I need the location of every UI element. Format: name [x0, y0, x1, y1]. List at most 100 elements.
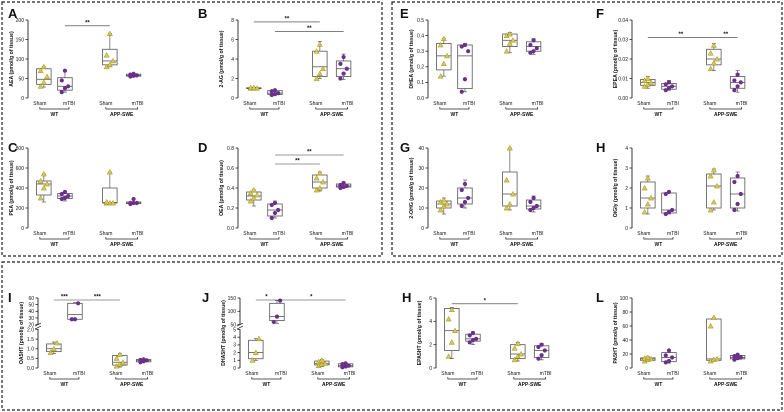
y-tick-label: 100 [228, 309, 237, 315]
data-point [506, 200, 513, 207]
x-label-sham: Sham [43, 371, 56, 377]
box [706, 173, 722, 209]
y-tick-label: 0.2 [227, 206, 234, 212]
data-point [344, 183, 349, 189]
y-tick-label: 0.6 [227, 166, 234, 172]
x-label-mtbi: mTBI [273, 231, 285, 237]
x-label-wt: WT [451, 242, 459, 248]
app-bracket [317, 377, 350, 380]
x-label-sham: Sham [243, 231, 256, 237]
y-tick-label: 0.0 [27, 366, 34, 372]
y-tick-label: 30 [418, 166, 424, 172]
data-point [732, 78, 737, 83]
y-tick-label: 0.2 [417, 65, 424, 71]
significance-label: ** [285, 16, 290, 22]
data-point [528, 199, 533, 205]
x-label-mtbi: mTBI [344, 371, 356, 377]
data-point [106, 168, 113, 175]
x-label-mtbi: mTBI [463, 231, 475, 237]
x-label-sham: Sham [703, 101, 716, 107]
data-point [714, 182, 720, 189]
data-point [254, 191, 260, 198]
x-label-sham: Sham [243, 101, 256, 107]
data-point [440, 35, 447, 41]
data-point [318, 357, 325, 363]
y-tick-label: 40 [418, 146, 424, 152]
data-point [59, 90, 64, 95]
data-point [459, 187, 464, 193]
data-point [338, 61, 343, 66]
data-point [511, 345, 518, 351]
app-bracket [505, 237, 538, 240]
data-point [710, 314, 717, 320]
data-point [340, 362, 345, 367]
y-tick-label: 6 [231, 37, 234, 43]
x-label-wt: WT [655, 242, 663, 248]
y-tick-label: 0.04 [618, 18, 628, 24]
app-bracket [105, 237, 138, 240]
data-point [344, 66, 349, 71]
y-tick-label: 0 [429, 366, 432, 372]
data-point [59, 196, 64, 202]
box-sham [436, 196, 452, 215]
data-point [462, 199, 468, 205]
data-point [666, 348, 672, 353]
wt-bracket [447, 377, 478, 380]
y-tick-label: 2 [625, 186, 628, 192]
data-point [40, 63, 47, 70]
y-tick-label: 40 [622, 338, 628, 344]
panel-h: H OiGly (pmol/g of tissue) 0 1 2 3 4 Sham mTBI Sh… [596, 140, 748, 248]
data-point [474, 336, 479, 341]
x-label-mtbi: mTBI [342, 101, 354, 107]
x-label-mtbi: mTBI [736, 101, 748, 107]
data-point [666, 80, 672, 85]
data-point [320, 178, 326, 185]
x-label-sham: Sham [433, 101, 446, 107]
wt-bracket [439, 237, 470, 240]
significance-label: ** [307, 26, 312, 32]
data-point [663, 82, 668, 87]
y-tick-label: 150 [228, 296, 237, 302]
significance-label: *** [61, 295, 69, 301]
box-sham [510, 340, 526, 363]
box-mtbi [533, 342, 550, 361]
data-point [738, 191, 743, 197]
data-point [276, 91, 281, 96]
box-mtbi [457, 179, 473, 209]
data-point [62, 68, 68, 73]
data-point [106, 61, 113, 68]
data-point [528, 207, 533, 213]
data-point [732, 207, 737, 213]
y-tick-label: 4 [625, 146, 628, 152]
significance-label: *** [94, 295, 102, 301]
y-tick-label: 100 [16, 57, 25, 63]
y-axis-label: OA5HT (pmol/g of tissue) [19, 302, 25, 365]
wt-bracket [39, 107, 70, 110]
data-point [735, 84, 740, 89]
panel-label: F [596, 6, 604, 21]
data-point [437, 206, 444, 213]
x-label-app: APP-SWE [714, 242, 738, 248]
box-sham [314, 357, 330, 368]
panel-group-bottom [1, 261, 783, 411]
x-label-mtbi: mTBI [736, 371, 748, 377]
data-point [462, 42, 468, 48]
panel-label: L [596, 290, 604, 305]
y-tick-label: 0 [625, 366, 628, 372]
x-label-sham: Sham [99, 101, 112, 107]
panel-label: B [198, 6, 207, 21]
wt-bracket [439, 107, 470, 110]
x-label-mtbi: mTBI [471, 371, 483, 377]
box-sham [640, 354, 656, 364]
data-point [269, 215, 274, 221]
data-point [103, 198, 110, 205]
box-mtbi [729, 352, 746, 362]
panel-j: J DHA5HT (pmol/g of tissue) 0 1 23 4 550 100 150… [202, 290, 356, 388]
box-mtbi [67, 301, 83, 322]
data-point [459, 89, 464, 94]
y-tick-label: 20 [622, 352, 628, 358]
panel-f: F EPEA (pmol/g of tissue) 0.00 0.01 0.02 0.03… [596, 6, 748, 118]
data-point [341, 71, 346, 76]
data-point [59, 191, 64, 197]
y-tick-label: 4 [233, 335, 236, 341]
